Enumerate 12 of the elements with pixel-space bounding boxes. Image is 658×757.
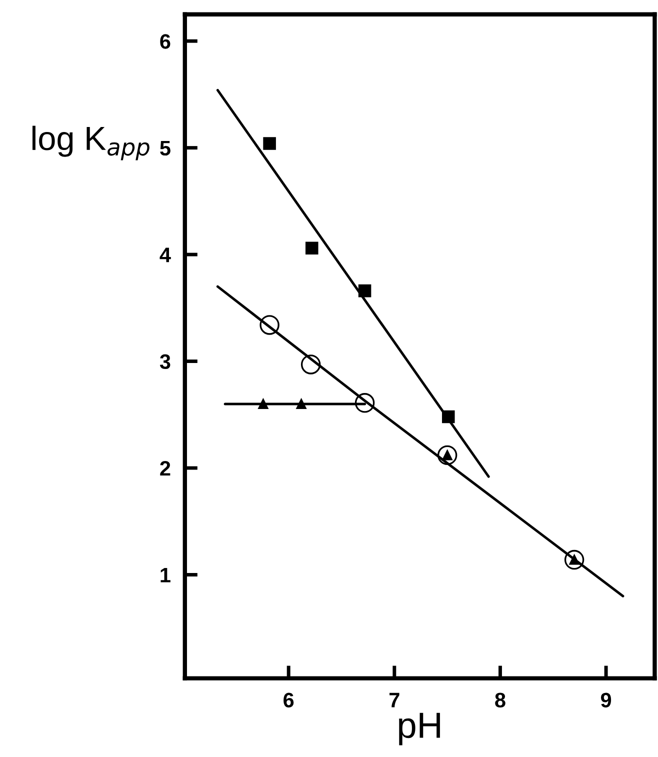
y-tick-label: 3 xyxy=(160,354,170,370)
y-tick-label: 5 xyxy=(160,141,170,156)
y-tick-label: 2 xyxy=(160,461,170,476)
x-tick-label: 9 xyxy=(600,692,612,708)
x-tick-label: 8 xyxy=(495,692,506,708)
y-tick-label: 1 xyxy=(160,568,170,582)
x-tick-label: 6 xyxy=(284,692,294,708)
y-axis-title: log K$_{app}$ xyxy=(32,126,150,160)
x-tick-label: 7 xyxy=(390,692,400,708)
y-tick-label: 6 xyxy=(160,34,170,49)
y-tick-label: 4 xyxy=(160,248,171,262)
x-axis-title: pH xyxy=(399,712,440,746)
